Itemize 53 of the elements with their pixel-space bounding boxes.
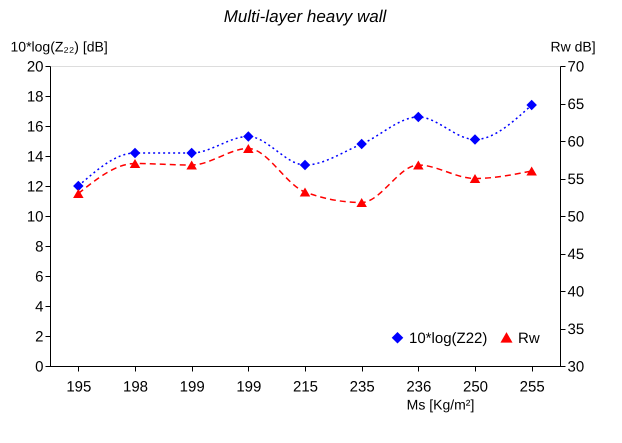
point xyxy=(300,160,310,170)
x-tick-label: 199 xyxy=(180,378,205,396)
y-tick-label: 2 xyxy=(35,328,44,346)
point xyxy=(186,160,197,170)
y-tick-label: 16 xyxy=(26,118,44,136)
point xyxy=(130,158,140,168)
x-axis-title: Ms [Kg/m²] xyxy=(406,396,474,412)
point xyxy=(186,148,197,158)
y-axis-title: 10*log(Z₂₂) [dB] xyxy=(10,38,108,54)
point xyxy=(413,112,424,122)
y2-tick-label: 35 xyxy=(568,321,584,338)
point xyxy=(470,174,480,184)
point xyxy=(130,148,140,158)
point xyxy=(526,100,537,110)
y2-tick-label: 45 xyxy=(568,246,584,263)
x-tick-label: 195 xyxy=(66,378,92,396)
point xyxy=(73,180,84,192)
point xyxy=(356,198,367,208)
y2-tick-label: 70 xyxy=(568,58,584,76)
y2-tick-label: 55 xyxy=(568,171,584,188)
point xyxy=(243,144,254,154)
point xyxy=(470,134,480,145)
x-tick-label: 199 xyxy=(236,378,262,396)
y-tick-label: 18 xyxy=(26,88,44,106)
y2-tick-label: 30 xyxy=(568,358,584,376)
point xyxy=(300,187,310,197)
y2-tick-label: 60 xyxy=(568,134,584,150)
y-tick-label: 6 xyxy=(35,268,44,286)
point xyxy=(73,188,84,198)
legend-label: 10*log(Z22) xyxy=(409,330,488,347)
legend-label: Rw xyxy=(518,330,540,347)
x-tick-label: 215 xyxy=(292,378,318,396)
y-tick-label: 20 xyxy=(26,58,44,76)
y2-axis-title: Rw dB] xyxy=(550,38,596,54)
x-tick-label: 235 xyxy=(350,378,375,396)
y2-tick-label: 50 xyxy=(568,208,584,226)
x-tick-label: 198 xyxy=(122,378,148,396)
y-tick-label: 10 xyxy=(26,208,44,226)
y-tick-label: 8 xyxy=(35,238,44,256)
point xyxy=(526,166,537,176)
point xyxy=(243,131,254,142)
x-tick-label: 255 xyxy=(520,378,545,396)
chart-title: Multi-layer heavy wall xyxy=(224,7,388,26)
x-tick-label: 236 xyxy=(406,378,432,396)
x-tick-label: 250 xyxy=(462,378,488,396)
y-tick-label: 0 xyxy=(35,358,44,376)
y-tick-label: 4 xyxy=(35,298,44,316)
point xyxy=(356,138,367,150)
y2-tick-label: 65 xyxy=(568,96,584,113)
point xyxy=(413,160,424,170)
y-tick-label: 14 xyxy=(26,148,44,166)
y-tick-label: 12 xyxy=(26,178,44,196)
y2-tick-label: 40 xyxy=(568,284,584,300)
